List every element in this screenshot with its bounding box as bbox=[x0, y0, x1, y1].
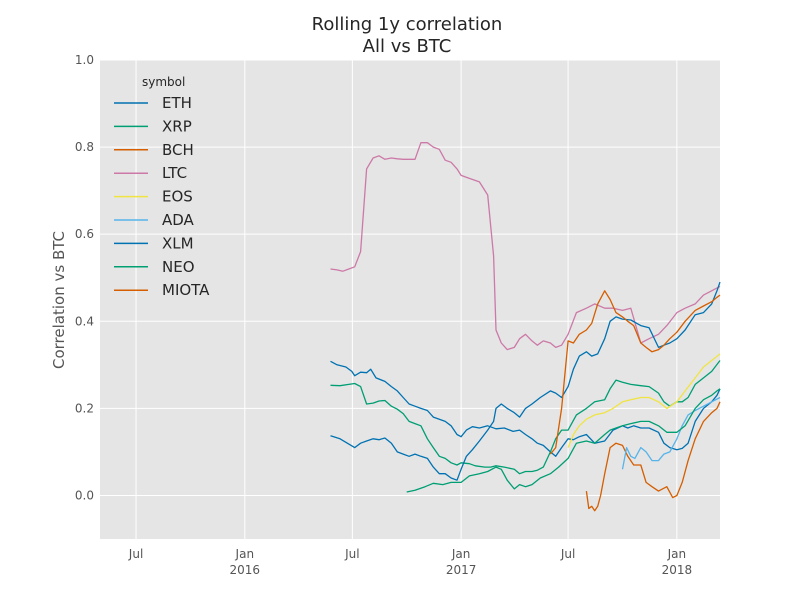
series-layer bbox=[330, 142, 721, 512]
x-tick-year-label: 2016 bbox=[230, 563, 261, 577]
x-tick-label: Jan bbox=[667, 547, 687, 561]
legend-label-xlm: XLM bbox=[162, 234, 194, 252]
series-line-eth bbox=[330, 360, 721, 457]
legend-label-xrp: XRP bbox=[162, 117, 192, 135]
legend-label-neo: NEO bbox=[162, 258, 195, 276]
x-tick-label: Jul bbox=[344, 547, 359, 561]
x-tick-label: Jan bbox=[451, 547, 471, 561]
legend-label-miota: MIOTA bbox=[162, 281, 210, 299]
y-tick-label: 0.6 bbox=[75, 227, 94, 241]
ticks: 0.0 0.2 0.4 0.6 0.8 1.0 Jul Jan 2016 Jul Jan 2017 Ju… bbox=[75, 53, 692, 577]
x-tick-label: Jan bbox=[235, 547, 255, 561]
y-tick-label: 0.4 bbox=[75, 314, 94, 328]
legend-label-bch: BCH bbox=[162, 141, 194, 159]
plot-area bbox=[100, 60, 720, 539]
legend-title: symbol bbox=[142, 75, 185, 89]
series-line-bch bbox=[585, 401, 721, 512]
y-tick-label: 0.2 bbox=[75, 401, 94, 415]
chart-title: Rolling 1y correlation bbox=[312, 14, 503, 35]
x-tick-year-label: 2018 bbox=[662, 563, 693, 577]
legend-label-ada: ADA bbox=[162, 211, 195, 229]
series-line-neo bbox=[406, 388, 721, 493]
y-axis-label: Correlation vs BTC bbox=[50, 231, 68, 369]
x-tick-label: Jul bbox=[128, 547, 143, 561]
chart-subtitle: All vs BTC bbox=[363, 36, 452, 57]
legend: symbol ETH XRP BCH LTC EOS ADA XLM NEO MIOTA bbox=[114, 75, 210, 299]
y-tick-label: 0.8 bbox=[75, 140, 94, 154]
legend-label-ltc: LTC bbox=[162, 164, 187, 182]
legend-label-eth: ETH bbox=[162, 94, 192, 112]
series-line-xlm bbox=[330, 281, 721, 481]
x-tick-label: Jul bbox=[560, 547, 575, 561]
y-tick-label: 0.0 bbox=[75, 488, 94, 502]
series-line-xrp bbox=[330, 360, 721, 475]
y-tick-label: 1.0 bbox=[75, 53, 94, 67]
series-line-ltc bbox=[330, 142, 721, 351]
legend-label-eos: EOS bbox=[162, 188, 193, 206]
series-line-miota bbox=[549, 290, 721, 455]
series-line-eos bbox=[567, 353, 721, 448]
series-line-ada bbox=[621, 396, 721, 470]
x-tick-year-label: 2017 bbox=[446, 563, 477, 577]
